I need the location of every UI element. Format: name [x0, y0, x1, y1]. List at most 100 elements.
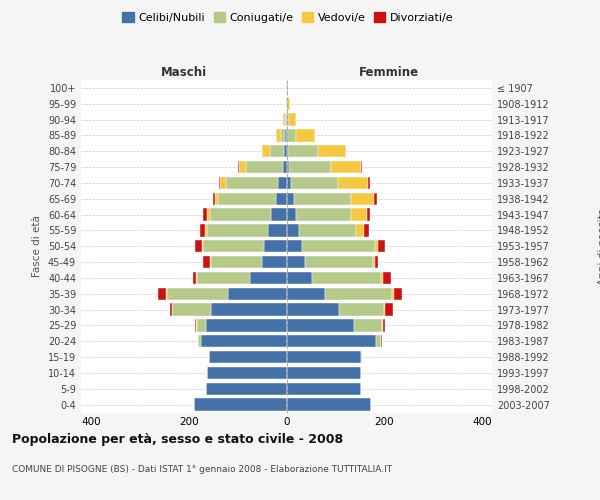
Bar [289, 114, 296, 126]
Text: Femmine: Femmine [359, 66, 419, 79]
Bar [383, 319, 385, 332]
Bar [287, 192, 295, 205]
Bar [250, 272, 287, 284]
Bar [374, 256, 379, 268]
Bar [394, 288, 402, 300]
Bar [206, 382, 287, 395]
Bar [172, 304, 211, 316]
Y-axis label: Fasce di età: Fasce di età [32, 216, 42, 277]
Text: COMUNE DI PISOGNE (BS) - Dati ISTAT 1° gennaio 2008 - Elaborazione TUTTITALIA.IT: COMUNE DI PISOGNE (BS) - Dati ISTAT 1° g… [12, 466, 392, 474]
Bar [287, 161, 289, 173]
Bar [392, 288, 394, 300]
Bar [284, 114, 286, 126]
Bar [287, 366, 361, 379]
Bar [354, 319, 382, 332]
Bar [287, 382, 361, 395]
Bar [295, 192, 350, 205]
Bar [268, 224, 287, 236]
Bar [287, 398, 371, 411]
Bar [340, 304, 385, 316]
Bar [246, 161, 283, 173]
Bar [325, 288, 392, 300]
Bar [276, 192, 287, 205]
Bar [289, 161, 331, 173]
Bar [211, 304, 287, 316]
Bar [167, 288, 228, 300]
Bar [287, 240, 302, 252]
Bar [207, 224, 268, 236]
Bar [368, 176, 370, 189]
Bar [197, 319, 206, 332]
Bar [220, 176, 226, 189]
Bar [287, 256, 305, 268]
Bar [287, 129, 296, 141]
Bar [283, 161, 287, 173]
Text: Popolazione per età, sesso e stato civile - 2008: Popolazione per età, sesso e stato civil… [12, 432, 343, 446]
Bar [287, 145, 289, 158]
Bar [170, 304, 172, 316]
Bar [281, 129, 285, 141]
Bar [374, 240, 379, 252]
Bar [200, 224, 205, 236]
Bar [209, 351, 287, 364]
Bar [376, 335, 382, 347]
Bar [209, 208, 271, 221]
Bar [199, 335, 201, 347]
Bar [356, 224, 364, 236]
Bar [331, 161, 361, 173]
Bar [262, 256, 287, 268]
Bar [238, 161, 239, 173]
Bar [299, 224, 356, 236]
Bar [318, 145, 346, 158]
Bar [385, 304, 393, 316]
Bar [205, 224, 207, 236]
Bar [287, 224, 299, 236]
Bar [262, 145, 271, 158]
Bar [207, 366, 287, 379]
Bar [292, 176, 338, 189]
Bar [276, 129, 281, 141]
Bar [305, 256, 373, 268]
Bar [203, 240, 265, 252]
Bar [285, 129, 287, 141]
Bar [312, 272, 382, 284]
Bar [283, 114, 284, 126]
Bar [287, 98, 290, 110]
Bar [287, 82, 288, 94]
Bar [278, 176, 287, 189]
Bar [211, 256, 262, 268]
Bar [287, 288, 325, 300]
Bar [287, 272, 312, 284]
Bar [271, 145, 284, 158]
Bar [287, 304, 340, 316]
Bar [203, 208, 207, 221]
Bar [286, 114, 287, 126]
Bar [203, 256, 209, 268]
Bar [287, 114, 289, 126]
Bar [373, 256, 374, 268]
Bar [196, 272, 197, 284]
Bar [194, 398, 287, 411]
Bar [197, 272, 250, 284]
Bar [382, 272, 383, 284]
Bar [284, 145, 287, 158]
Bar [374, 192, 377, 205]
Bar [350, 192, 374, 205]
Bar [289, 145, 318, 158]
Bar [302, 240, 374, 252]
Bar [206, 319, 287, 332]
Bar [228, 288, 287, 300]
Bar [367, 208, 370, 221]
Bar [239, 161, 246, 173]
Text: Maschi: Maschi [161, 66, 207, 79]
Bar [271, 208, 287, 221]
Bar [265, 240, 287, 252]
Bar [296, 129, 315, 141]
Bar [351, 208, 367, 221]
Legend: Celibi/Nubili, Coniugati/e, Vedovi/e, Divorziati/e: Celibi/Nubili, Coniugati/e, Vedovi/e, Di… [118, 8, 458, 28]
Bar [287, 335, 376, 347]
Bar [207, 208, 209, 221]
Bar [296, 208, 351, 221]
Bar [338, 176, 368, 189]
Bar [383, 272, 391, 284]
